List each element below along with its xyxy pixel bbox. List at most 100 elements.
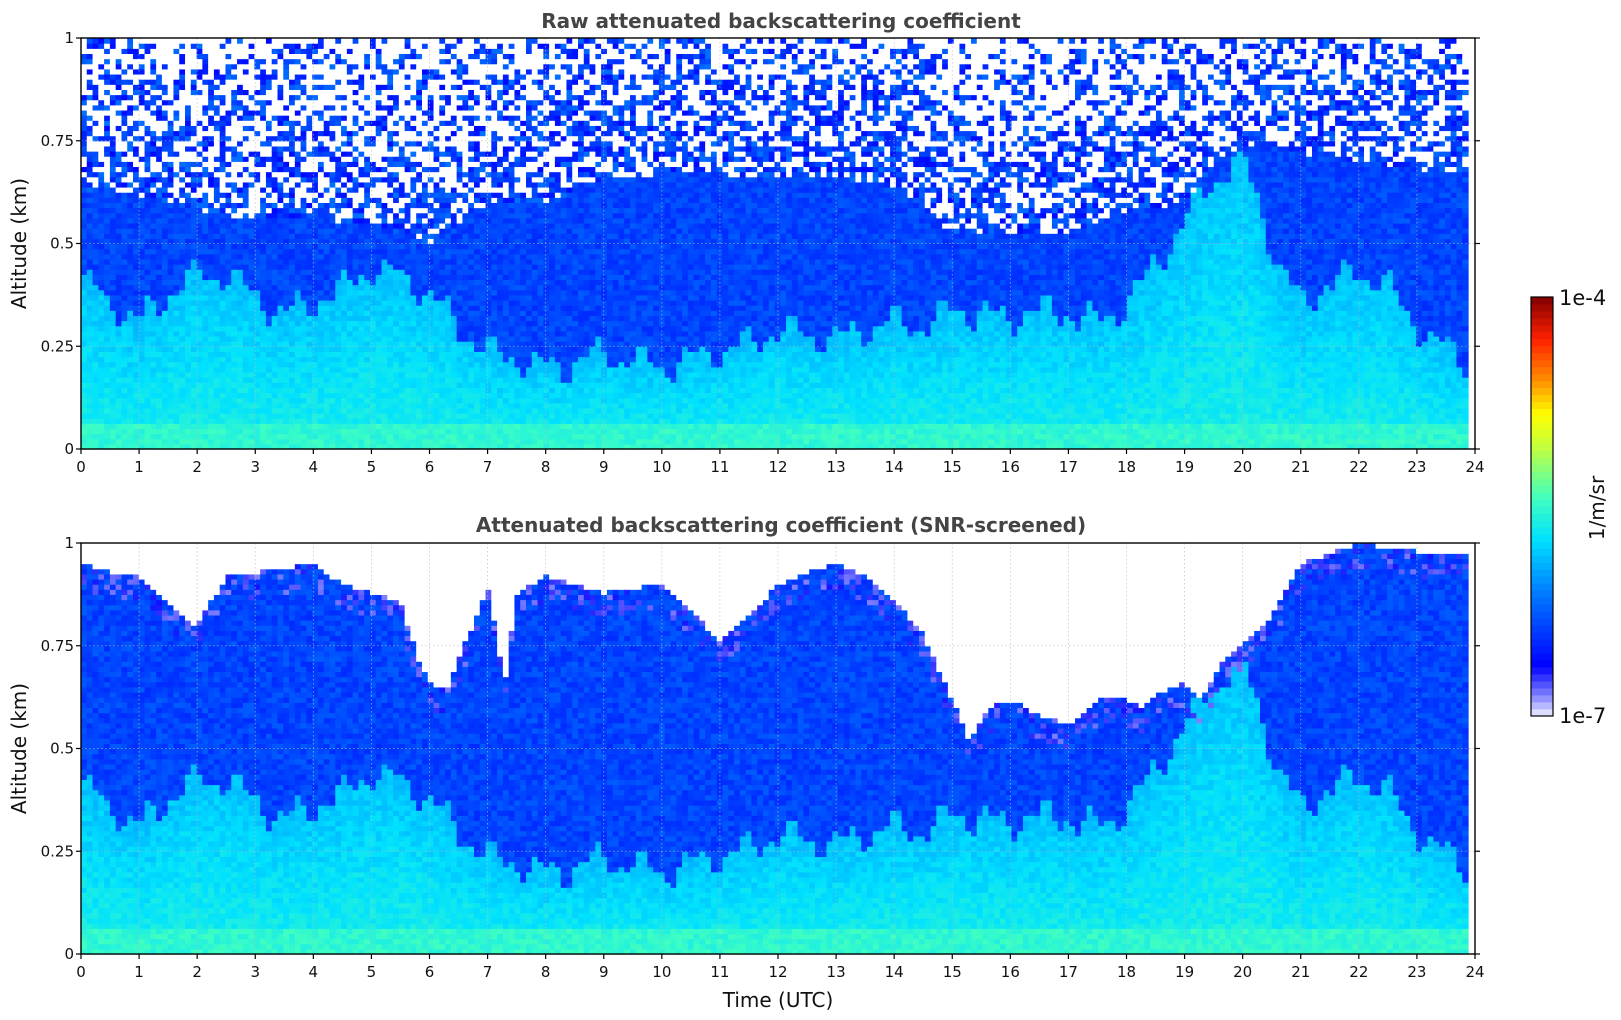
heatmap-cell xyxy=(156,53,163,60)
heatmap-cell xyxy=(237,382,244,388)
heatmap-cell xyxy=(237,181,244,188)
heatmap-cell xyxy=(358,53,365,60)
heatmap-cell xyxy=(369,145,377,152)
heatmap-cell xyxy=(219,330,227,337)
heatmap-cell xyxy=(109,135,117,142)
heatmap-cell xyxy=(260,53,267,60)
heatmap-cell xyxy=(213,94,221,101)
heatmap-cell xyxy=(306,202,313,209)
heatmap-cell xyxy=(381,289,388,296)
heatmap-cell xyxy=(248,377,255,383)
heatmap-cell xyxy=(190,330,198,337)
heatmap-cell xyxy=(375,145,383,152)
heatmap-cell xyxy=(404,68,412,75)
heatmap-cell xyxy=(167,305,175,311)
heatmap-cell xyxy=(381,341,388,347)
heatmap-cell xyxy=(196,84,203,90)
heatmap-cell xyxy=(254,264,261,270)
heatmap-cell xyxy=(104,407,111,414)
heatmap-cell xyxy=(335,418,342,424)
heatmap-cell xyxy=(231,423,238,430)
heatmap-cell xyxy=(283,99,290,106)
heatmap-cell xyxy=(369,43,377,49)
heatmap-cell xyxy=(306,166,313,173)
heatmap-cell xyxy=(115,68,123,75)
heatmap-cell xyxy=(265,315,273,322)
heatmap-cell xyxy=(202,58,209,65)
heatmap-cell xyxy=(294,335,302,342)
heatmap-cell xyxy=(283,258,290,265)
heatmap-cell xyxy=(369,68,377,75)
heatmap-cell xyxy=(260,186,267,193)
heatmap-cell xyxy=(335,413,342,419)
heatmap-cell xyxy=(86,120,94,126)
heatmap-cell xyxy=(196,130,203,137)
heatmap-cell xyxy=(289,361,296,368)
heatmap-cell xyxy=(317,423,325,430)
heatmap-cell xyxy=(98,356,105,363)
heatmap-cell xyxy=(208,397,215,404)
heatmap-cell xyxy=(81,181,88,188)
heatmap-cell xyxy=(410,269,417,275)
heatmap-cell xyxy=(92,58,99,65)
heatmap-cell xyxy=(138,413,146,419)
heatmap-cell xyxy=(421,156,429,162)
heatmap-cell xyxy=(346,181,354,188)
heatmap-cell xyxy=(416,397,423,404)
heatmap-cell xyxy=(179,38,186,44)
heatmap-cell xyxy=(375,135,383,142)
heatmap-cell xyxy=(271,428,279,435)
heatmap-cell xyxy=(98,371,105,378)
heatmap-cell xyxy=(115,438,123,445)
heatmap-cell xyxy=(81,284,88,291)
heatmap-cell xyxy=(208,387,215,394)
heatmap-cell xyxy=(196,181,203,188)
heatmap-cell xyxy=(237,438,244,445)
heatmap-cell xyxy=(254,382,261,388)
heatmap-cell xyxy=(167,104,175,111)
heatmap-cell xyxy=(208,264,215,270)
heatmap-cell xyxy=(150,305,157,311)
heatmap-cell xyxy=(323,279,331,286)
heatmap-cell xyxy=(133,202,140,209)
heatmap-cell xyxy=(323,151,331,157)
heatmap-cell xyxy=(421,361,429,368)
heatmap-cell xyxy=(248,181,255,188)
heatmap-cell xyxy=(341,212,348,219)
heatmap-cell xyxy=(248,443,255,450)
heatmap-cell xyxy=(150,248,157,255)
heatmap-cell xyxy=(335,53,342,60)
heatmap-cell xyxy=(248,68,255,75)
heatmap-cell xyxy=(190,325,198,332)
heatmap-cell xyxy=(242,151,250,157)
heatmap-cell xyxy=(323,413,331,419)
heatmap-cell xyxy=(173,335,180,342)
heatmap-cell xyxy=(283,140,290,147)
heatmap-cell xyxy=(213,125,221,132)
heatmap-cell xyxy=(156,125,163,132)
heatmap-cell xyxy=(179,279,186,286)
heatmap-cell xyxy=(196,202,203,209)
heatmap-cell xyxy=(335,382,342,388)
heatmap-cell xyxy=(393,253,400,260)
heatmap-cell xyxy=(167,228,175,234)
heatmap-cell xyxy=(81,115,88,121)
heatmap-cell xyxy=(225,366,232,373)
heatmap-cell xyxy=(86,171,94,178)
heatmap-cell xyxy=(410,284,417,291)
heatmap-cell xyxy=(237,130,244,137)
heatmap-cell xyxy=(219,315,227,322)
heatmap-cell xyxy=(254,38,261,44)
heatmap-cell xyxy=(381,115,388,121)
heatmap-cell xyxy=(190,130,198,137)
heatmap-cell xyxy=(121,258,128,265)
heatmap-cell xyxy=(138,382,146,388)
heatmap-cell xyxy=(133,222,140,229)
heatmap-cell xyxy=(312,335,319,342)
heatmap-cell xyxy=(421,300,429,306)
heatmap-cell xyxy=(231,371,238,378)
heatmap-cell xyxy=(156,258,163,265)
heatmap-cell xyxy=(433,325,440,332)
heatmap-cell xyxy=(242,171,250,178)
heatmap-cell xyxy=(381,217,388,224)
